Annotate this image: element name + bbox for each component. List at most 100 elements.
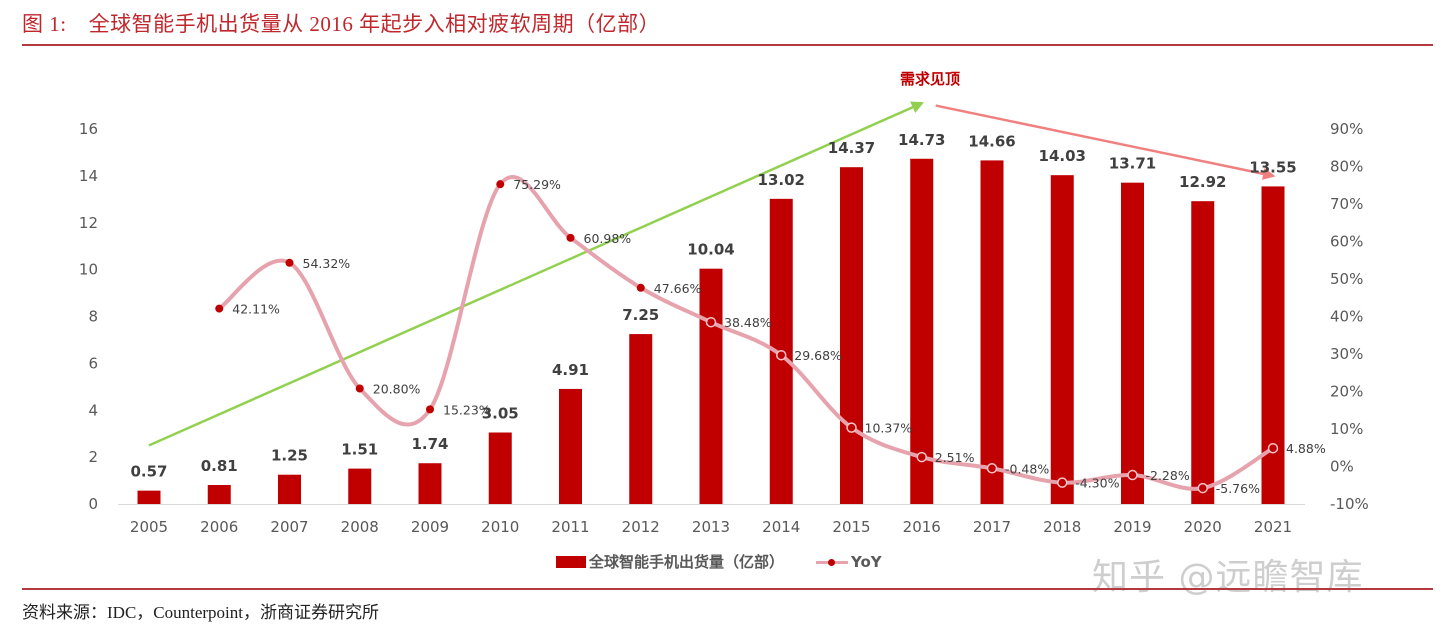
y-right-tick-label: 0% [1330,458,1354,476]
x-tick-label: 2008 [341,518,379,536]
x-tick-label: 2019 [1113,518,1151,536]
y-right-tick-label: 90% [1330,120,1363,138]
yoy-value-label: 2.51% [935,450,975,465]
yoy-point [566,233,575,242]
yoy-value-label: 60.98% [584,231,632,246]
bar-value-label: 0.57 [130,463,167,481]
yoy-value-label: 38.48% [724,315,772,330]
yoy-point [1197,482,1208,494]
uptrend-arrow [148,101,925,447]
y-left-tick-label: 0 [88,495,98,513]
x-tick-label: 2018 [1043,518,1081,536]
bar [910,158,934,504]
x-tick-label: 2005 [130,518,168,536]
bar [137,490,161,504]
yoy-point [1057,477,1068,488]
yoy-value-label: 10.37% [865,421,913,436]
bar [207,485,231,504]
x-tick-label: 2014 [762,518,800,536]
yoy-value-label: 75.29% [513,177,561,192]
bar-value-label: 7.25 [622,306,659,324]
yoy-value-label: -5.76% [1216,481,1260,496]
legend-item-shipments: 全球智能手机出货量（亿部） [556,551,784,572]
x-tick-label: 2009 [411,518,449,536]
yoy-value-label: 29.68% [794,348,842,363]
bar-value-label: 10.04 [687,241,734,259]
x-tick-label: 2011 [551,518,589,536]
yoy-value-label: -2.28% [1146,468,1190,483]
bar-value-label: 14.03 [1039,147,1086,165]
bar [278,474,301,504]
bar [980,160,1004,504]
bar-value-label: 14.73 [898,131,945,149]
watermark: 知乎 @远瞻智库 [1092,557,1364,598]
yoy-point [705,316,717,328]
y-right-tick-label: 40% [1330,308,1363,326]
y-left-tick-label: 4 [88,401,98,419]
source-note: 资料来源：IDC，Counterpoint，浙商证券研究所 [22,603,379,622]
bars [137,158,1285,504]
bar-value-label: 14.37 [828,139,875,157]
y-left-tick-label: 6 [88,354,98,372]
bar-value-label: 1.74 [411,435,448,453]
figure-title-text: 全球智能手机出货量从 2016 年起步入相对疲软周期（亿部） [88,12,661,36]
x-tick-label: 2020 [1184,518,1222,536]
yoy-point [1267,442,1279,454]
yoy-point [1127,469,1138,481]
y-right-tick-label: 70% [1330,195,1363,213]
yoy-value-label: 15.23% [443,402,491,417]
bar-value-label: 12.92 [1179,173,1226,191]
x-tick-label: 2007 [270,518,308,536]
yoy-point [846,422,857,433]
yoy-point [215,304,224,313]
bar-value-label: 13.02 [758,171,805,189]
yoy-series-line [217,175,1275,491]
yoy-point [636,283,645,292]
bar [1261,186,1285,504]
yoy-value-label: 4.88% [1286,441,1326,456]
legend: 全球智能手机出货量（亿部） YoY [556,551,882,572]
axes: 0 2 4 6 8 10 12 14 16 -10% 0% 10% 20% 30% 40% 50% 60% 70%… [79,120,1369,536]
bar-value-label: 13.71 [1109,155,1156,173]
bar-value-label: 0.81 [201,457,238,475]
yoy-point [986,463,998,474]
y-left-tick-label: 2 [88,448,98,466]
x-tick-label: 2013 [692,518,730,536]
bar [629,334,653,504]
legend-label-shipments: 全球智能手机出货量（亿部） [589,553,785,571]
yoy-point [355,384,364,393]
y-right-tick-label: 80% [1330,158,1363,176]
bar [559,388,582,504]
y-right-tick-label: 30% [1330,345,1363,363]
bar [1050,175,1074,504]
legend-line-swatch [816,556,849,568]
yoy-value-label: 20.80% [373,382,421,397]
bar-value-label: 13.55 [1249,158,1296,176]
trend-arrows [148,101,1276,447]
x-tick-label: 2015 [832,518,870,536]
bar-value-label: 14.66 [968,132,1015,150]
bar [1191,201,1215,504]
top-rule [22,44,1433,46]
x-tick-label: 2016 [903,518,941,536]
y-right-tick-label: 10% [1330,420,1363,438]
x-tick-label: 2021 [1254,518,1292,536]
bar-value-label: 1.51 [341,441,378,459]
bar-value-label: 4.91 [552,361,589,379]
y-right-tick-label: 20% [1330,383,1363,401]
annotation-demand-peak: 需求见顶 [900,70,960,88]
yoy-point [426,405,434,414]
x-tick-label: 2010 [481,518,519,536]
figure-number: 图 1: [22,12,67,36]
yoy-value-label: -4.30% [1075,476,1119,491]
y-left-tick-label: 8 [88,308,98,326]
y-left-tick-label: 12 [79,214,98,232]
y-right-tick-label: 60% [1330,233,1363,251]
yoy-value-label: 42.11% [232,302,280,317]
y-left-tick-label: 10 [79,261,98,279]
bar-value-label: 3.05 [482,405,519,423]
yoy-point [496,180,505,189]
yoy-point [285,258,294,267]
bar [418,463,442,504]
